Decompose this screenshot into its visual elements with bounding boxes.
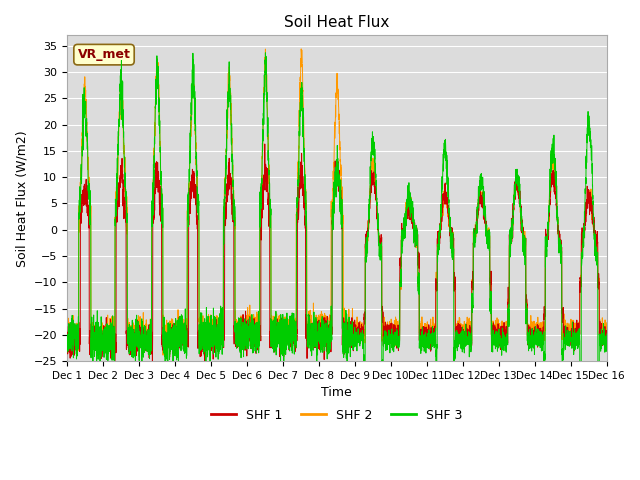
Title: Soil Heat Flux: Soil Heat Flux [284,15,389,30]
X-axis label: Time: Time [321,386,352,399]
Y-axis label: Soil Heat Flux (W/m2): Soil Heat Flux (W/m2) [15,130,28,266]
Text: VR_met: VR_met [77,48,131,61]
Legend: SHF 1, SHF 2, SHF 3: SHF 1, SHF 2, SHF 3 [206,404,468,427]
